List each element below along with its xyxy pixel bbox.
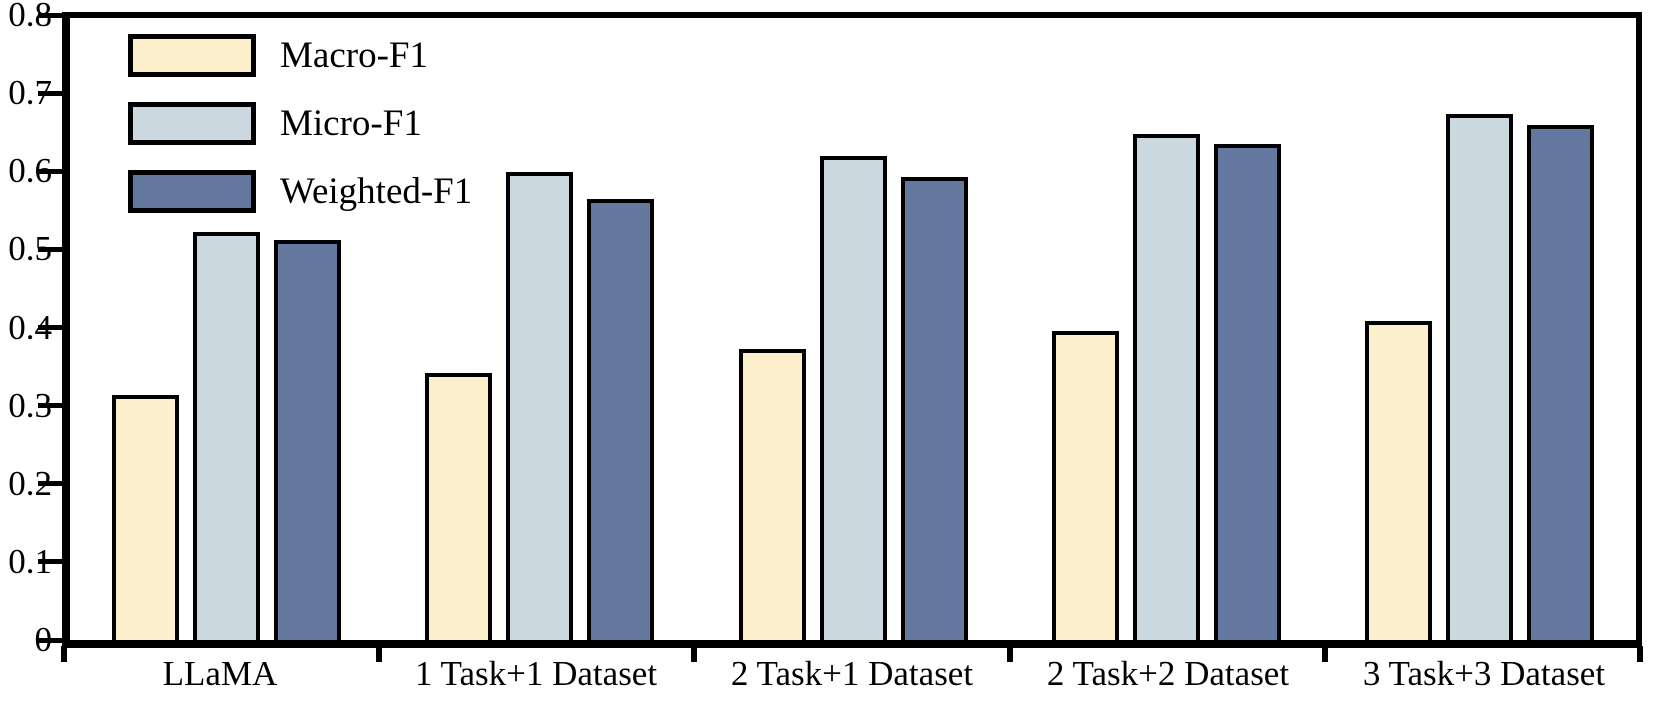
y-axis-tick-label-0.4: 0.4 xyxy=(8,307,52,347)
legend-item-macro-f1: Macro-F1 xyxy=(128,34,472,77)
y-axis-tick-label-0.2: 0.2 xyxy=(8,463,52,503)
bar-macro-f1-3-task-3-dataset xyxy=(1364,321,1432,640)
bar-weighted-f1-llama xyxy=(274,239,342,640)
x-axis-tick-3 xyxy=(1006,646,1013,662)
y-axis-tick-label-0.8: 0.8 xyxy=(8,0,52,34)
y-axis-tick-0.1 xyxy=(38,559,63,565)
y-axis-tick-label-0: 0 xyxy=(34,620,53,659)
legend-swatch-macro-f1 xyxy=(128,34,256,77)
y-axis-tick-0.3 xyxy=(38,403,63,409)
x-axis-label-3-task-3-dataset: 3 Task+3 Dataset xyxy=(1362,654,1606,693)
legend-label-weighted-f1: Weighted-F1 xyxy=(280,171,473,212)
bar-group-2-task-1-dataset xyxy=(696,18,1009,640)
y-axis-tick-0.7 xyxy=(38,90,63,96)
bar-micro-f1-2-task-2-dataset xyxy=(1132,133,1200,640)
bar-group-2-task-2-dataset xyxy=(1010,18,1323,640)
legend-label-macro-f1: Macro-F1 xyxy=(280,35,428,76)
x-axis-tick-2 xyxy=(691,646,698,662)
bar-macro-f1-1-task-1-dataset xyxy=(425,373,493,640)
y-axis-tick-0.4 xyxy=(38,325,63,330)
bar-group-3-task-3-dataset xyxy=(1323,18,1636,640)
bar-weighted-f1-2-task-1-dataset xyxy=(900,176,968,640)
x-axis-tick-5 xyxy=(1637,646,1643,662)
y-axis-tick-0.8 xyxy=(38,12,63,18)
x-axis-label-llama: LLaMA xyxy=(162,654,278,693)
bar-group-1-task-1-dataset xyxy=(383,18,696,640)
bar-micro-f1-1-task-1-dataset xyxy=(506,171,574,640)
bar-macro-f1-2-task-1-dataset xyxy=(738,349,806,640)
legend-item-micro-f1: Micro-F1 xyxy=(128,102,472,145)
x-axis-tick-4 xyxy=(1321,646,1328,662)
x-axis-label-1-task-1-dataset: 1 Task+1 Dataset xyxy=(414,654,658,693)
legend-item-weighted-f1: Weighted-F1 xyxy=(128,170,472,213)
y-axis-tick-label-0.6: 0.6 xyxy=(8,151,52,191)
x-axis-labels: LLaMA 1 Task+1 Dataset 2 Task+1 Dataset 2 T… xyxy=(62,652,1642,696)
y-axis-tick-label-0.1: 0.1 xyxy=(8,541,52,581)
y-axis-tick-0.2 xyxy=(38,481,63,487)
y-axis-tick-0 xyxy=(38,637,63,643)
bar-macro-f1-llama xyxy=(112,395,180,640)
legend: Macro-F1 Micro-F1 Weighted-F1 xyxy=(128,34,472,213)
legend-swatch-micro-f1 xyxy=(128,102,256,145)
y-axis-tick-0.5 xyxy=(38,246,63,252)
x-axis-label-2-task-1-dataset: 2 Task+1 Dataset xyxy=(730,654,974,693)
bar-micro-f1-llama xyxy=(193,231,261,640)
bar-group-llama xyxy=(70,18,383,640)
legend-label-micro-f1: Micro-F1 xyxy=(280,103,422,144)
plot-area: Macro-F1 Micro-F1 Weighted-F1 xyxy=(62,12,1642,648)
x-axis-tick-1 xyxy=(376,646,383,662)
bar-weighted-f1-3-task-3-dataset xyxy=(1526,125,1594,640)
bar-weighted-f1-2-task-2-dataset xyxy=(1213,143,1281,640)
legend-swatch-weighted-f1 xyxy=(128,170,256,213)
bar-groups xyxy=(70,18,1636,640)
y-axis-tick-label-0.3: 0.3 xyxy=(8,385,52,425)
x-axis-label-2-task-2-dataset: 2 Task+2 Dataset xyxy=(1046,654,1290,693)
y-axis-tick-label-0.5: 0.5 xyxy=(8,229,52,269)
x-axis-tick-0 xyxy=(61,646,67,662)
bar-macro-f1-2-task-2-dataset xyxy=(1051,330,1119,640)
bar-weighted-f1-1-task-1-dataset xyxy=(587,199,655,640)
y-axis-tick-label-0.7: 0.7 xyxy=(8,73,52,113)
bar-micro-f1-2-task-1-dataset xyxy=(819,155,887,640)
y-axis-tick-0.6 xyxy=(38,168,63,174)
bar-micro-f1-3-task-3-dataset xyxy=(1445,114,1513,640)
